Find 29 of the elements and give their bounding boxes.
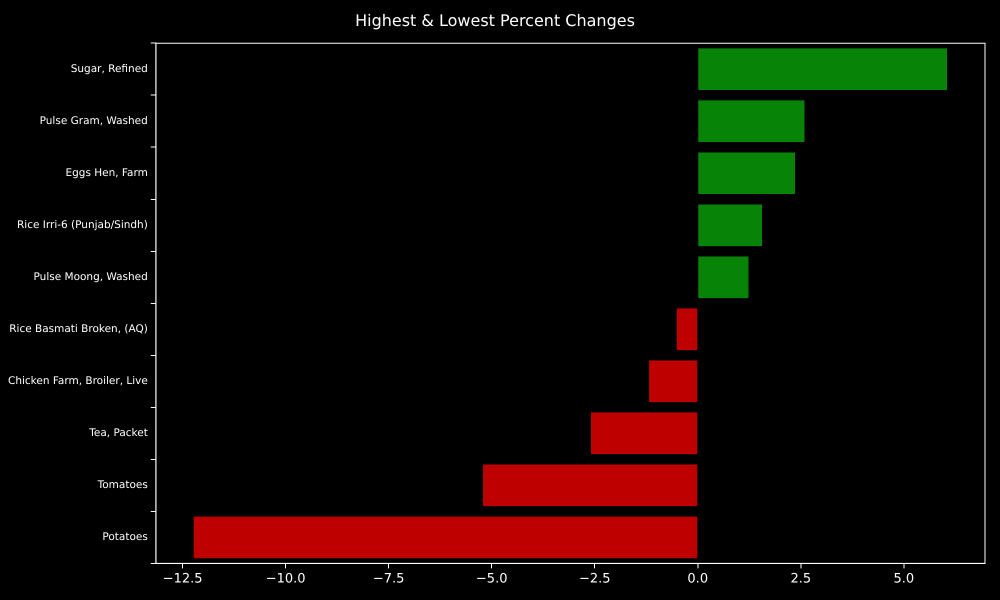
x-tick-label: 5.0 (893, 572, 914, 587)
y-tick-label: Rice Irri-6 (Punjab/Sindh) (16, 219, 148, 232)
y-tick-label: Rice Basmati Broken, (AQ) (9, 323, 148, 336)
y-tick-label: Pulse Moong, Washed (34, 271, 148, 284)
bar (698, 48, 948, 90)
y-tick-label: Potatoes (102, 531, 148, 544)
x-tick-label: −5.0 (476, 572, 508, 587)
y-tick-label: Eggs Hen, Farm (65, 166, 148, 179)
x-tick-label: −2.5 (578, 572, 611, 587)
y-tick-label: Tomatoes (96, 479, 148, 492)
bar (649, 360, 698, 402)
y-tick-label: Sugar, Refined (70, 62, 148, 75)
x-tick-label: −10.0 (266, 572, 306, 587)
x-tick-label: −7.5 (372, 572, 404, 587)
bar (698, 256, 748, 298)
x-tick-label: −12.5 (162, 572, 203, 587)
bar (194, 516, 698, 558)
bar (698, 100, 804, 142)
x-tick-label: 2.5 (790, 572, 812, 587)
x-tick-label: 0.0 (687, 572, 708, 587)
y-tick-label: Chicken Farm, Broiler, Live (8, 375, 148, 388)
bar (698, 204, 762, 246)
y-tick-label: Pulse Gram, Washed (40, 114, 148, 127)
bar (591, 412, 698, 454)
bar (483, 464, 698, 506)
y-tick-label: Tea, Packet (88, 427, 148, 440)
chart-title: Highest & Lowest Percent Changes (355, 10, 635, 30)
bar (676, 308, 698, 350)
bar (698, 152, 796, 194)
